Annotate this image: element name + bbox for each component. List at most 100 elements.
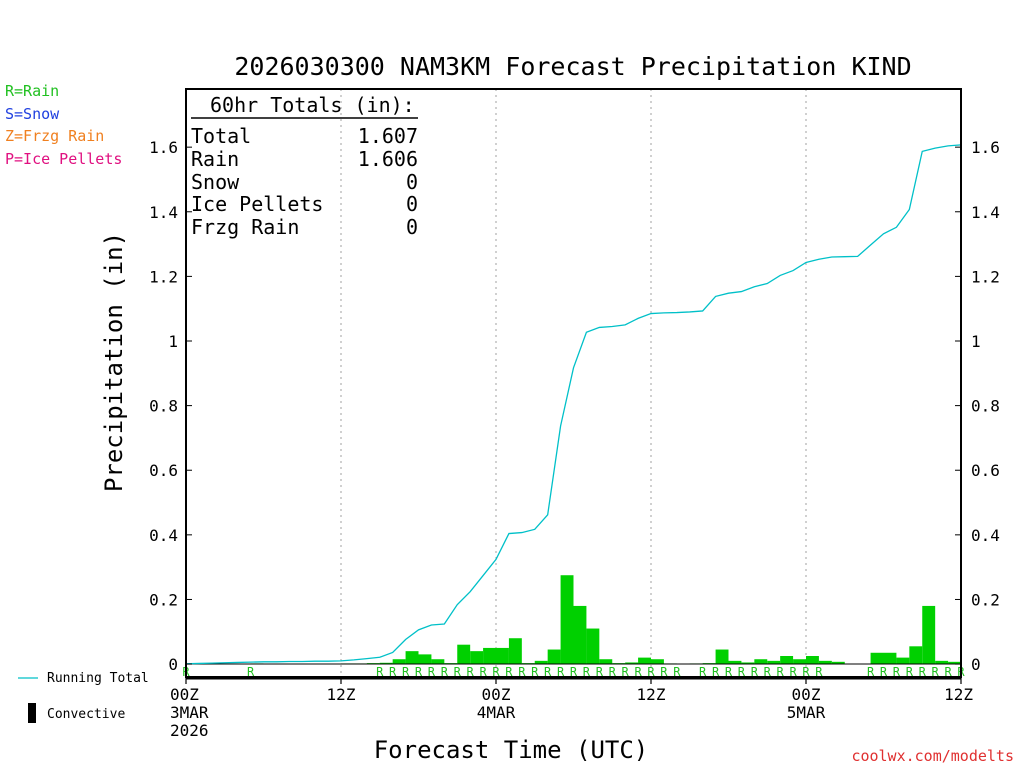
precip-bar-hour-51 xyxy=(831,661,845,665)
y-tick-label-left-7: 1.4 xyxy=(149,203,178,222)
vertical-gridlines xyxy=(340,89,807,677)
precip-bar-hour-49 xyxy=(806,656,819,665)
legend-running-total: Running Total xyxy=(47,671,149,686)
totals-label-snow: Snow xyxy=(191,170,240,194)
type-code-hour-31: R xyxy=(583,665,591,679)
precip-bar-hour-30 xyxy=(560,575,574,665)
y-tick-label-right-7: 1.4 xyxy=(971,203,1000,222)
x-axis-label: Forecast Time (UTC) xyxy=(374,736,649,764)
precip-bar-hour-58 xyxy=(922,605,936,665)
y-axis-right: 0 0.2 0.4 0.6 0.8 1 1.2 1.4 1.6 xyxy=(955,138,1000,674)
type-code-hour-17: R xyxy=(402,665,410,679)
precip-bar-hour-26 xyxy=(508,638,522,665)
precip-type-legend: R=Rain S=Snow Z=Frzg Rain P=Ice Pellets xyxy=(5,82,122,168)
type-code-hour-57: R xyxy=(919,665,927,679)
x-tick-label-0h-line-2: 3MAR xyxy=(170,703,209,722)
x-tick-label-12h-line-1: 12Z xyxy=(327,685,356,704)
y-tick-label-left-3: 0.6 xyxy=(149,461,178,480)
precip-bar-hour-22 xyxy=(457,644,471,665)
y-axis-label: Precipitation (in) xyxy=(100,232,128,492)
precip-bar-hour-32 xyxy=(586,628,600,665)
precip-bar-hour-33 xyxy=(599,659,613,665)
type-code-hour-19: R xyxy=(428,665,436,679)
precip-bar-hour-47 xyxy=(780,656,794,665)
y-tick-label-left-2: 0.4 xyxy=(149,526,178,545)
x-tick-label-0h-line-1: 00Z xyxy=(170,685,199,704)
x-tick-label-24h-line-1: 00Z xyxy=(482,685,511,704)
y-tick-label-right-3: 0.6 xyxy=(971,461,1000,480)
type-code-hour-58: R xyxy=(932,665,940,679)
type-code-hour-32: R xyxy=(596,665,604,679)
totals-value-rain: 1.606 xyxy=(358,147,418,171)
precip-bar-hour-42 xyxy=(715,649,729,665)
running-total-line xyxy=(185,144,962,665)
credit-text: coolwx.com/modelts xyxy=(851,747,1014,765)
legend-ice-pellets: P=Ice Pellets xyxy=(5,150,122,168)
totals-value-ice-pellets: 0 xyxy=(406,192,418,216)
type-code-hour-20: R xyxy=(441,665,449,679)
type-code-hour-53: R xyxy=(867,665,875,679)
type-code-hour-25: R xyxy=(505,665,513,679)
type-code-hour-45: R xyxy=(764,665,772,679)
precip-bar-hour-56 xyxy=(896,657,910,665)
precip-bar-hour-29 xyxy=(547,649,561,665)
precip-bar-hour-36 xyxy=(638,657,651,665)
type-code-hour-21: R xyxy=(454,665,462,679)
precip-bar-hour-37 xyxy=(651,659,664,665)
precip-bar-hour-23 xyxy=(470,651,484,665)
precip-bar-hour-44 xyxy=(741,662,755,665)
x-tick-label-0h-line-3: 2026 xyxy=(170,721,209,740)
precip-bar-hour-25 xyxy=(496,647,509,665)
y-tick-label-left-5: 1 xyxy=(168,332,178,351)
legend-rain: R=Rain xyxy=(5,82,59,100)
totals-value-snow: 0 xyxy=(406,170,418,194)
legend-convective: Convective xyxy=(47,707,125,722)
x-tick-label-60h-line-1: 12Z xyxy=(944,685,973,704)
precip-bar-hour-31 xyxy=(573,605,587,665)
y-tick-label-right-2: 0.4 xyxy=(971,526,1000,545)
totals-label-freezing-rain: Frzg Rain xyxy=(191,215,299,239)
totals-box: 60hr Totals (in): Total 1.607 Rain 1.606… xyxy=(191,93,418,239)
precip-bar-hour-46 xyxy=(767,660,781,665)
y-tick-label-left-1: 0.2 xyxy=(149,590,178,609)
precip-bar-hour-54 xyxy=(870,652,884,665)
legend-freezing-rain: Z=Frzg Rain xyxy=(5,127,104,145)
y-axis-left: 0 0.2 0.4 0.6 0.8 1 1.2 1.4 1.6 xyxy=(149,138,192,674)
type-code-hour-37: R xyxy=(660,665,668,679)
precip-bar-hour-24 xyxy=(483,647,496,665)
type-code-hour-43: R xyxy=(738,665,746,679)
precip-bar-hour-55 xyxy=(883,652,897,665)
y-tick-label-right-0: 0 xyxy=(971,655,981,674)
y-tick-label-right-5: 1 xyxy=(971,332,981,351)
totals-label-ice-pellets: Ice Pellets xyxy=(191,192,323,216)
type-code-hour-48: R xyxy=(802,665,810,679)
totals-label-rain: Rain xyxy=(191,147,239,171)
type-code-hour-54: R xyxy=(880,665,888,679)
type-code-hour-44: R xyxy=(751,665,759,679)
y-tick-label-left-4: 0.8 xyxy=(149,397,178,416)
type-code-hour-28: R xyxy=(544,665,552,679)
precip-bar-hour-43 xyxy=(728,660,742,665)
totals-label-total: Total xyxy=(191,124,251,148)
y-tick-label-right-6: 1.2 xyxy=(971,267,1000,286)
type-code-hour-15: R xyxy=(376,665,384,679)
hourly-precip-bars xyxy=(186,575,961,665)
y-tick-label-right-1: 0.2 xyxy=(971,590,1000,609)
type-code-hour-47: R xyxy=(789,665,797,679)
x-tick-label-48h-line-2: 5MAR xyxy=(787,703,826,722)
precip-bar-hour-35 xyxy=(625,662,639,665)
x-tick-label-24h-line-2: 4MAR xyxy=(477,703,516,722)
precip-bar-hour-57 xyxy=(909,646,923,665)
type-code-hour-22: R xyxy=(467,665,475,679)
precip-bar-hour-28 xyxy=(534,660,548,665)
x-tick-label-48h-line-1: 00Z xyxy=(792,685,821,704)
y-tick-label-right-4: 0.8 xyxy=(971,397,1000,416)
precip-bar-hour-17 xyxy=(392,659,406,665)
type-code-hour-36: R xyxy=(647,665,655,679)
y-tick-label-left-0: 0 xyxy=(168,655,178,674)
precip-bar-hour-59 xyxy=(935,660,949,665)
type-code-hour-38: R xyxy=(673,665,681,679)
type-code-hour-46: R xyxy=(777,665,785,679)
